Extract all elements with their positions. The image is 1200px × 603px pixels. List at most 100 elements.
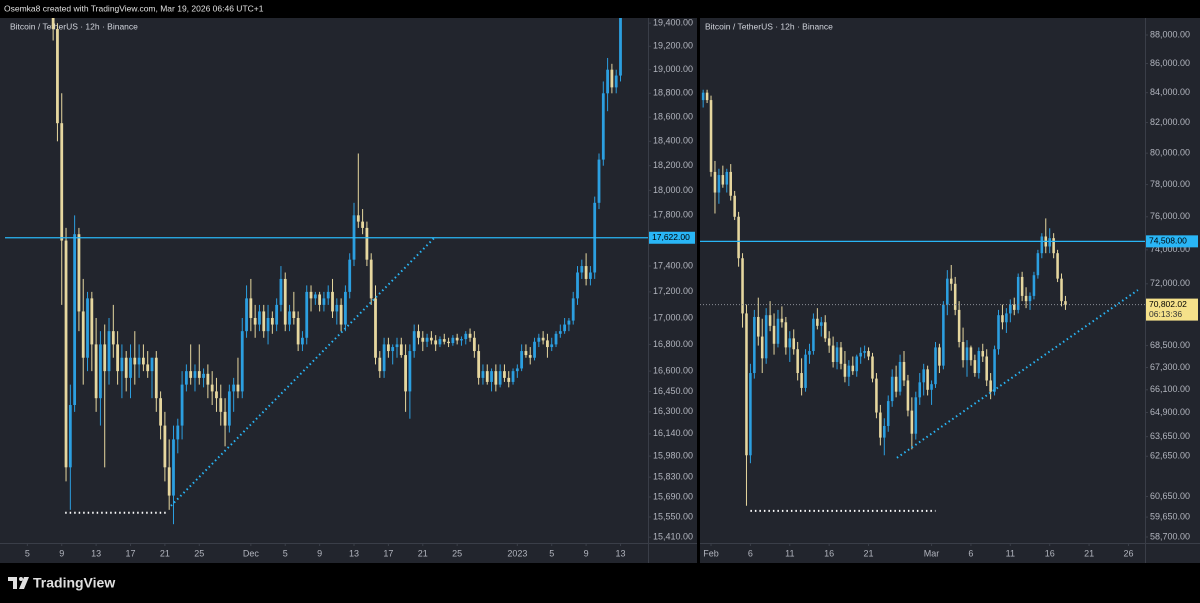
candle-body bbox=[335, 304, 339, 312]
x-tick-label: 13 bbox=[615, 548, 625, 558]
candle-body bbox=[554, 333, 558, 345]
candle-body bbox=[90, 298, 94, 345]
candle-body bbox=[339, 304, 343, 325]
candle-body bbox=[883, 425, 886, 438]
logo: TradingView bbox=[8, 575, 115, 591]
y-tick-label: 68,500.00 bbox=[1150, 340, 1190, 350]
candle-body bbox=[981, 351, 985, 357]
x-tick-label: 5 bbox=[283, 548, 288, 558]
candle-body bbox=[421, 337, 425, 342]
y-tick-label: 17,800.00 bbox=[653, 210, 693, 220]
candle-body bbox=[296, 317, 300, 345]
candle-body bbox=[116, 344, 120, 372]
candle-body bbox=[292, 311, 296, 318]
candle-body bbox=[180, 384, 184, 426]
candle-body bbox=[365, 227, 369, 260]
candle-body bbox=[56, 28, 59, 124]
candle-body bbox=[412, 331, 416, 352]
candle-body bbox=[918, 382, 922, 398]
candle-body bbox=[253, 317, 257, 325]
candle-body bbox=[1020, 276, 1024, 296]
y-tick-label: 15,690.00 bbox=[653, 491, 693, 501]
candle-body bbox=[64, 240, 68, 468]
candle-body bbox=[129, 357, 132, 378]
y-tick-label: 19,000.00 bbox=[653, 64, 693, 74]
y-tick-label: 16,450.00 bbox=[653, 386, 693, 396]
candle-body bbox=[283, 278, 287, 325]
candle-body bbox=[541, 337, 545, 341]
candle-body bbox=[894, 376, 898, 392]
candle-body bbox=[227, 391, 231, 426]
candle-body bbox=[729, 171, 732, 196]
candle-body bbox=[524, 351, 528, 356]
candle-body bbox=[760, 336, 764, 359]
candle-body bbox=[776, 318, 780, 344]
candle-body bbox=[780, 318, 784, 323]
candle-body bbox=[871, 356, 874, 379]
candle-body bbox=[737, 216, 740, 259]
candle-body bbox=[792, 338, 796, 350]
candle-body bbox=[51, 18, 55, 29]
plot bbox=[700, 89, 1145, 512]
candle-body bbox=[831, 345, 835, 362]
candle-body bbox=[232, 384, 236, 392]
y-tick-label: 18,600.00 bbox=[653, 112, 693, 122]
candle-body bbox=[481, 371, 485, 378]
y-tick-label: 74,000.00 bbox=[1150, 244, 1190, 254]
candle-body bbox=[855, 356, 859, 372]
level-label-box bbox=[649, 231, 695, 244]
logo-dot bbox=[19, 577, 23, 581]
candle-body bbox=[438, 339, 442, 345]
x-tick-label: 6 bbox=[748, 548, 753, 558]
countdown-label: 06:13:36 bbox=[1149, 309, 1182, 319]
candle-body bbox=[176, 425, 180, 440]
candle-body bbox=[309, 291, 313, 299]
candle-body bbox=[395, 344, 399, 348]
candle-body bbox=[447, 341, 450, 344]
candle-body bbox=[154, 357, 158, 399]
candle-body bbox=[733, 195, 736, 217]
candle-body bbox=[1016, 276, 1020, 310]
candle-body bbox=[137, 357, 141, 365]
candle-body bbox=[1005, 313, 1008, 323]
candle-body bbox=[863, 351, 866, 353]
last-price-label: 70,802.02 bbox=[1149, 299, 1187, 309]
candle-body bbox=[1064, 301, 1067, 305]
candle-body bbox=[584, 266, 588, 279]
y-tick-label: 15,980.00 bbox=[653, 450, 693, 460]
x-tick-label: 25 bbox=[194, 548, 204, 558]
candle-body bbox=[503, 371, 506, 378]
candle-body bbox=[576, 272, 579, 299]
candle-body bbox=[859, 352, 862, 357]
candle-body bbox=[701, 92, 705, 101]
candle-body bbox=[977, 351, 981, 374]
x-tick-label: 17 bbox=[383, 548, 393, 558]
candle-body bbox=[1060, 278, 1063, 302]
candle-body bbox=[784, 322, 788, 348]
candle-body bbox=[528, 355, 532, 358]
y-tick-label: 58,700.00 bbox=[1150, 531, 1190, 541]
candle-body bbox=[619, 18, 622, 76]
candle-body bbox=[965, 347, 969, 361]
y-tick-label: 60,650.00 bbox=[1150, 491, 1190, 501]
candle-body bbox=[843, 363, 847, 377]
candle-body bbox=[374, 298, 377, 358]
candle-body bbox=[717, 175, 721, 193]
candle-body bbox=[167, 467, 171, 496]
candle-body bbox=[1028, 295, 1032, 302]
candle-body bbox=[816, 318, 819, 326]
candle-body bbox=[313, 294, 317, 299]
candle-body bbox=[764, 315, 768, 359]
y-tick-label: 66,100.00 bbox=[1150, 384, 1190, 394]
candle-body bbox=[606, 69, 609, 94]
last-price-box bbox=[1146, 298, 1198, 321]
candle-body bbox=[1048, 238, 1051, 247]
candle-body bbox=[953, 283, 957, 310]
candle-body bbox=[275, 304, 279, 325]
candle-body bbox=[464, 333, 468, 340]
y-tick-label: 15,830.00 bbox=[653, 472, 693, 482]
candle-body bbox=[867, 351, 870, 357]
candle-body bbox=[99, 344, 102, 399]
